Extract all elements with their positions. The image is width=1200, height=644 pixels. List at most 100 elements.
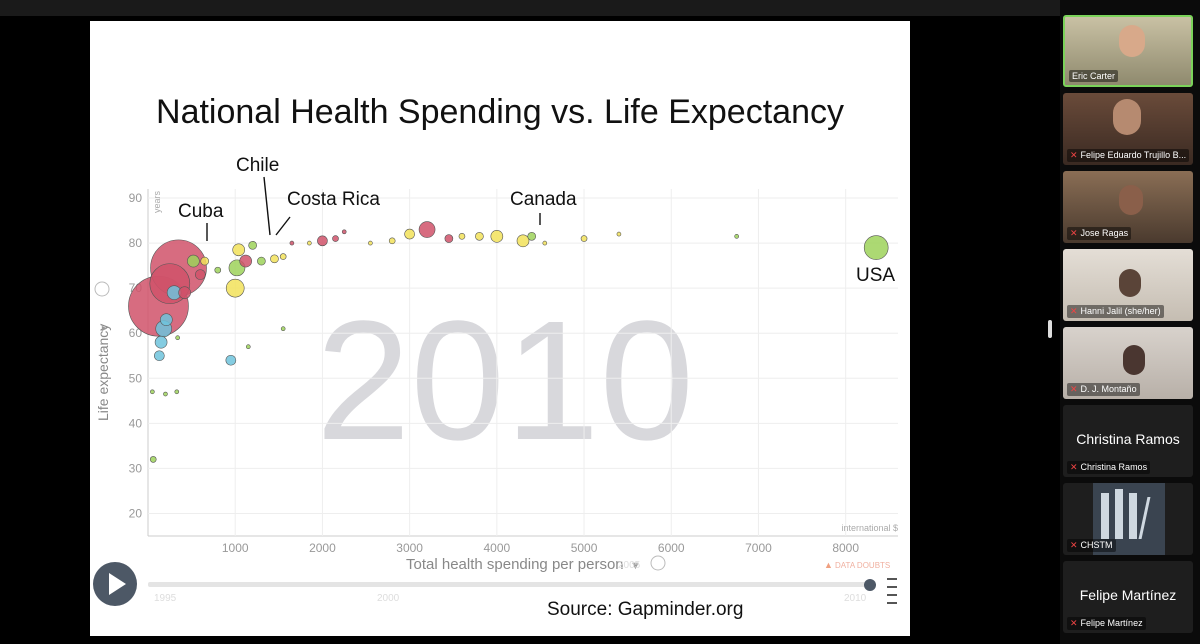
country-bubble[interactable] [368, 240, 373, 246]
country-bubble[interactable] [232, 243, 245, 257]
country-bubble[interactable] [154, 350, 165, 362]
x-tick-label: 1000 [222, 541, 249, 555]
country-bubble[interactable] [245, 344, 251, 350]
x-tick-label: 5000 [571, 541, 598, 555]
country-bubble[interactable] [444, 234, 454, 243]
x-tick-label: 3000 [396, 541, 423, 555]
country-bubble[interactable] [150, 389, 155, 395]
country-bubble[interactable] [225, 354, 237, 366]
arrow-chile [263, 176, 271, 236]
participant-name: ✕ Christina Ramos [1067, 461, 1151, 474]
country-bubble[interactable] [279, 253, 287, 260]
mic-muted-icon: ✕ [1070, 540, 1078, 550]
participant-video [1113, 99, 1141, 135]
country-bubble[interactable] [280, 326, 286, 332]
chstm-logo [1093, 483, 1165, 555]
country-bubble[interactable] [187, 254, 200, 268]
participant-tile-felipe-martinez[interactable]: Felipe Martínez ✕ Felipe Martínez [1063, 561, 1193, 633]
country-bubble[interactable] [214, 266, 222, 274]
country-bubble[interactable] [307, 240, 312, 246]
country-bubble[interactable] [341, 229, 347, 235]
panel-resize-handle[interactable] [1048, 320, 1052, 338]
annotation-canada: Canada [510, 189, 577, 210]
country-bubble[interactable] [195, 269, 206, 280]
participant-name: ✕ Felipe Martínez [1067, 617, 1146, 630]
x-tick-label: 8000 [832, 541, 859, 555]
country-bubble[interactable] [270, 254, 279, 264]
y-tick-label: 50 [129, 371, 143, 385]
participant-tile-felipe-trujillo[interactable]: ✕ Felipe Eduardo Trujillo B... [1063, 93, 1193, 165]
speed-menu-icon[interactable] [887, 578, 897, 604]
timeline-1995: 1995 [154, 593, 177, 604]
country-bubble[interactable] [174, 389, 180, 395]
mic-muted-icon: ✕ [1070, 150, 1078, 160]
mic-muted-icon: ✕ [1070, 306, 1078, 316]
country-bubble[interactable] [163, 391, 168, 397]
country-bubble[interactable] [239, 254, 252, 268]
country-bubble[interactable] [404, 228, 415, 240]
x-tick-label: 6000 [658, 541, 685, 555]
country-bubble[interactable] [527, 232, 537, 241]
year-watermark: 2010 [316, 286, 694, 476]
data-doubts-link[interactable]: DATA DOUBTS [835, 561, 890, 570]
country-bubble[interactable] [289, 240, 295, 246]
play-icon [109, 573, 126, 595]
country-bubble[interactable] [317, 235, 328, 247]
mic-muted-icon: ✕ [1070, 618, 1078, 628]
annotation-costa-rica: Costa Rica [287, 189, 380, 210]
country-bubble[interactable] [616, 231, 622, 237]
participant-tile-hanni-jalil[interactable]: ✕ Hanni Jalil (she/her) [1063, 249, 1193, 321]
participant-name: ✕ Jose Ragas [1067, 227, 1132, 240]
y-tick-label: 40 [129, 416, 143, 430]
y-axis-dropdown-icon[interactable]: ▼ [99, 324, 109, 333]
country-bubble[interactable] [516, 234, 530, 248]
participant-tile-christina-ramos[interactable]: Christina Ramos ✕ Christina Ramos [1063, 405, 1193, 477]
participant-tile-jose-ragas[interactable]: ✕ Jose Ragas [1063, 171, 1193, 243]
country-bubble[interactable] [418, 221, 436, 238]
y-unit-label: years [152, 190, 162, 213]
y-help-icon[interactable] [94, 281, 110, 297]
x-help-icon[interactable] [650, 555, 666, 571]
participant-video [1123, 345, 1145, 375]
timeline-handle[interactable] [864, 579, 876, 591]
x-axis-label[interactable]: Total health spending per person [406, 556, 624, 573]
country-bubble[interactable] [580, 235, 588, 242]
participant-tile-eric-carter[interactable]: Eric Carter [1063, 15, 1193, 87]
country-bubble[interactable] [863, 235, 889, 260]
country-bubble[interactable] [734, 234, 739, 239]
shared-slide: National Health Spending vs. Life Expect… [90, 21, 910, 636]
country-bubble[interactable] [490, 230, 504, 243]
country-bubble[interactable] [475, 232, 484, 241]
country-bubble[interactable] [160, 313, 173, 326]
mic-muted-icon: ✕ [1070, 462, 1078, 472]
x-tick-label: 4000 [483, 541, 510, 555]
slide-title: National Health Spending vs. Life Expect… [156, 93, 844, 131]
gapminder-chart: 2010 1000 2000 3000 4000 5000 6000 7000 8000 20 3… [93, 155, 898, 620]
timeline-track[interactable] [148, 582, 870, 587]
window-top-bar [0, 0, 1200, 16]
country-bubble[interactable] [175, 335, 180, 341]
country-bubble[interactable] [248, 241, 257, 250]
y-axis-label[interactable]: Life expectancy [95, 324, 111, 421]
country-bubble[interactable] [154, 335, 168, 349]
country-bubble[interactable] [458, 233, 466, 240]
participant-video [1119, 185, 1143, 215]
y-tick-label: 60 [129, 326, 143, 340]
country-bubble[interactable] [225, 278, 245, 298]
source-text: Source: Gapminder.org [547, 599, 743, 620]
country-bubble[interactable] [542, 240, 548, 246]
country-bubble[interactable] [388, 237, 396, 245]
country-bubble[interactable] [257, 256, 266, 266]
x-unit-label: international $ [841, 523, 898, 533]
participant-display-name: Christina Ramos [1076, 431, 1180, 447]
y-tick-label: 20 [129, 506, 143, 520]
country-bubble[interactable] [332, 235, 339, 242]
country-bubble[interactable] [178, 286, 191, 299]
x-axis-dropdown-icon[interactable]: ▼ [630, 560, 641, 572]
participant-tile-dj-montano[interactable]: ✕ D. J. Montaño [1063, 327, 1193, 399]
mic-muted-icon: ✕ [1070, 228, 1078, 238]
country-bubble[interactable] [200, 256, 209, 266]
participant-tile-chstm[interactable]: ✕ CHSTM [1063, 483, 1193, 555]
country-bubble[interactable] [149, 456, 157, 463]
participant-video [1119, 25, 1145, 57]
